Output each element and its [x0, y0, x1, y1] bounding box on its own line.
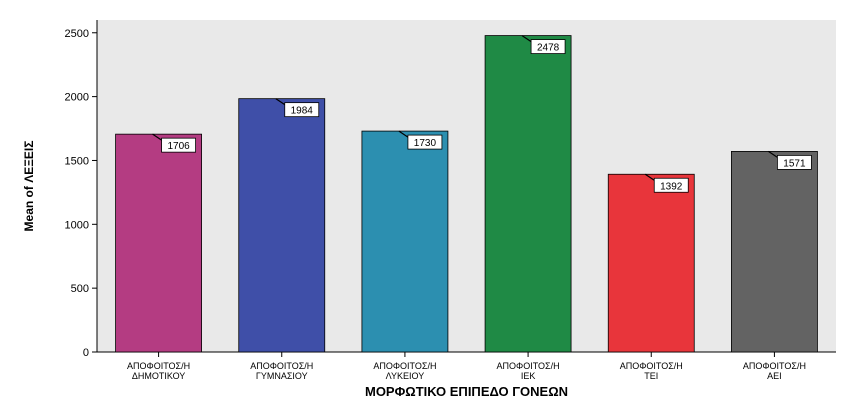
y-tick-label: 1000: [65, 219, 89, 231]
plot-area: [97, 20, 836, 352]
x-axis-title: ΜΟΡΦΩΤΙΚΟ ΕΠΙΠΕΔΟ ΓΟΝΕΩΝ: [365, 384, 568, 399]
data-label: 2478: [537, 43, 560, 54]
data-label: 1392: [660, 181, 683, 192]
bar: [115, 133, 202, 353]
y-tick-label: 500: [71, 283, 89, 295]
bar: [361, 130, 449, 353]
x-tick-label: ΛΥΚΕΙΟΥ: [386, 371, 425, 381]
data-label-box: [284, 102, 320, 118]
x-tick-label: ΑΠΟΦΟΙΤΟΣ/Η: [743, 361, 806, 371]
data-label: 1730: [414, 138, 437, 149]
bar: [731, 150, 818, 353]
bar: [238, 98, 326, 353]
y-tick-label: 2000: [65, 92, 89, 104]
x-tick-label: ΙΕΚ: [521, 371, 536, 381]
data-label: 1706: [167, 141, 190, 152]
x-tick-label: ΑΠΟΦΟΙΤΟΣ/Η: [127, 361, 190, 371]
x-tick-label: ΓΥΜΝΑΣΙΟΥ: [256, 371, 308, 381]
data-label-pointer: [275, 98, 286, 106]
x-tick-label: ΑΠΟΦΟΙΤΟΣ/Η: [497, 361, 560, 371]
bar: [607, 173, 695, 353]
x-tick-label: ΔΗΜΟΤΙΚΟΥ: [132, 371, 185, 381]
y-tick-label: 0: [83, 347, 89, 359]
data-label: 1984: [291, 106, 314, 117]
data-label-box: [530, 39, 566, 54]
data-label-box: [407, 134, 443, 150]
data-label: 1571: [783, 158, 806, 169]
x-tick-label: ΤΕΙ: [644, 371, 658, 381]
x-tick-label: ΑΕΙ: [767, 371, 782, 381]
x-tick-label: ΑΠΟΦΟΙΤΟΣ/Η: [620, 361, 683, 371]
data-label-pointer: [521, 35, 532, 43]
data-label-pointer: [768, 150, 778, 158]
y-tick-label: 2500: [65, 28, 89, 40]
y-axis-title: Mean of ΛΕΞΕΙΣ: [22, 141, 36, 232]
data-label-pointer: [152, 133, 162, 141]
data-label-pointer: [398, 130, 409, 138]
data-label-box: [653, 177, 689, 193]
data-label-box: [777, 154, 812, 170]
bar: [484, 35, 572, 353]
x-tick-label: ΑΠΟΦΟΙΤΟΣ/Η: [250, 361, 313, 371]
x-tick-label: ΑΠΟΦΟΙΤΟΣ/Η: [373, 361, 436, 371]
data-label-box: [161, 137, 196, 153]
data-label-pointer: [644, 173, 655, 181]
y-tick-label: 1500: [65, 155, 89, 167]
